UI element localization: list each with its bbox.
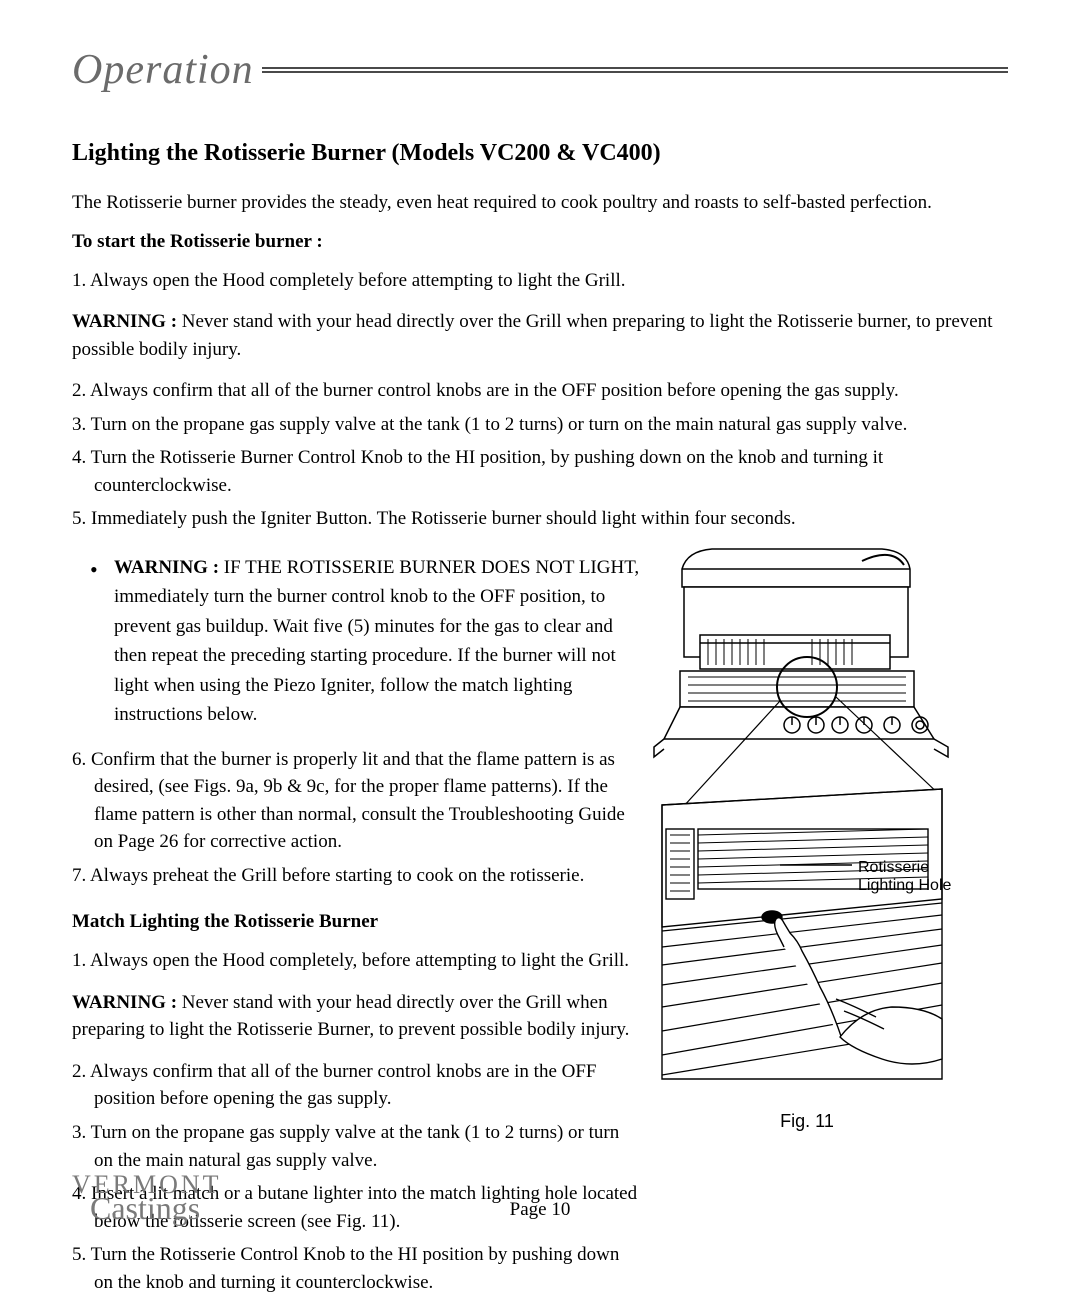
figure-column: Rotisserie Lighting Hole Fig. 11	[652, 539, 962, 1302]
step-3: 3. Turn on the propane gas supply valve …	[72, 411, 1008, 439]
steps-list-a: 2. Always confirm that all of the burner…	[72, 377, 1008, 533]
figure-label-line2: Lighting Hole	[858, 877, 951, 894]
match-step-5: 5. Turn the Rotisserie Control Knob to t…	[72, 1241, 642, 1296]
match-step-2: 2. Always confirm that all of the burner…	[72, 1058, 642, 1113]
match-step-1: 1. Always open the Hood completely, befo…	[72, 947, 642, 975]
section-header: Operation	[72, 46, 1008, 94]
step-5: 5. Immediately push the Igniter Button. …	[72, 505, 1008, 533]
section-rule	[262, 67, 1008, 73]
step-1: 1. Always open the Hood completely befor…	[72, 267, 1008, 295]
warning-bullet-list: WARNING : IF THE ROTISSERIE BURNER DOES …	[72, 553, 642, 730]
step-6: 6. Confirm that the burner is properly l…	[72, 746, 642, 856]
warning-1-label: WARNING :	[72, 311, 177, 332]
warning-1-body: Never stand with your head directly over…	[72, 311, 993, 360]
warning-2: WARNING : Never stand with your head dir…	[72, 989, 642, 1044]
figure-label: Rotisserie Lighting Hole	[858, 859, 951, 896]
step-7: 7. Always preheat the Grill before start…	[72, 862, 642, 890]
warning-bullet-body: immediately turn the burner control knob…	[114, 586, 616, 725]
heading-lighting-rotisserie: Lighting the Rotisserie Burner (Models V…	[72, 140, 1008, 167]
section-title: Operation	[72, 46, 262, 94]
warning-2-label: WARNING :	[72, 992, 177, 1013]
warning-bullet-label: WARNING :	[114, 557, 219, 578]
match-step-3: 3. Turn on the propane gas supply valve …	[72, 1119, 642, 1174]
figure-11-svg	[652, 539, 952, 1099]
warning-bullet-caps: IF THE ROTISSERIE BURNER DOES NOT LIGHT,	[219, 557, 639, 578]
warning-bullet: WARNING : IF THE ROTISSERIE BURNER DOES …	[114, 553, 642, 730]
intro-paragraph: The Rotisserie burner provides the stead…	[72, 189, 1008, 217]
heading-match-lighting: Match Lighting the Rotisserie Burner	[72, 911, 642, 933]
figure-caption: Fig. 11	[652, 1111, 962, 1132]
figure-label-line1: Rotisserie	[858, 859, 929, 876]
warning-1: WARNING : Never stand with your head dir…	[72, 308, 1008, 363]
step-2: 2. Always confirm that all of the burner…	[72, 377, 1008, 405]
heading-start-rotisserie: To start the Rotisserie burner :	[72, 231, 1008, 253]
steps-list-b: 6. Confirm that the burner is properly l…	[72, 746, 642, 890]
page-number: Page 10	[72, 1199, 1008, 1221]
step-4: 4. Turn the Rotisserie Burner Control Kn…	[72, 444, 1008, 499]
